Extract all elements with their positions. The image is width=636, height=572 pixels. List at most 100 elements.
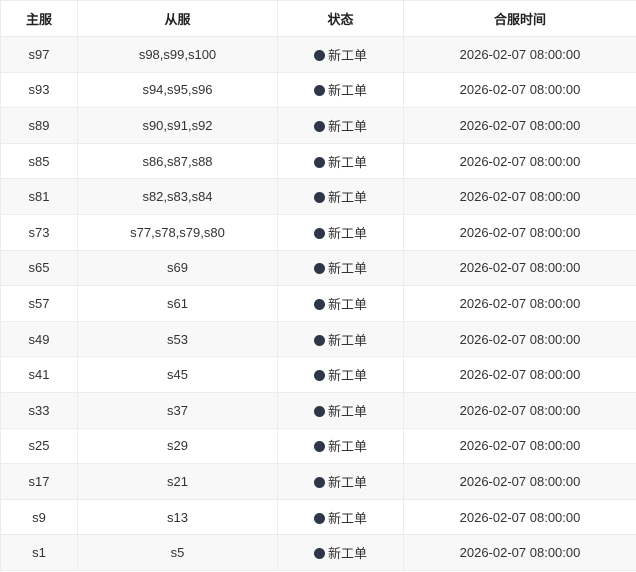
status-text: 新工单 [327, 332, 367, 348]
merge-time-cell: 2026-02-07 08:00:00 [403, 391, 636, 429]
table-row[interactable]: s85 s86,s87,s88 新工单 2026-02-07 08:00:00 [0, 142, 636, 180]
merge-time-cell: 2026-02-07 08:00:00 [403, 320, 636, 358]
sub-servers-cell: s21 [77, 463, 278, 500]
sub-servers-cell: s45 [77, 356, 278, 393]
status-text: 新工单 [327, 154, 367, 170]
main-server-cell: s9 [0, 498, 78, 536]
status-text: 新工单 [327, 474, 367, 490]
merge-time-cell: 2026-02-07 08:00:00 [403, 427, 636, 465]
merge-time-cell: 2026-02-07 08:00:00 [403, 356, 636, 393]
status-dot-icon [313, 334, 325, 346]
status-cell: 新工单 [277, 142, 404, 180]
merge-time-cell: 2026-02-07 08:00:00 [403, 249, 636, 287]
table-row[interactable]: s65 s69 新工单 2026-02-07 08:00:00 [0, 249, 636, 287]
main-server-cell: s73 [0, 213, 78, 251]
status-text: 新工单 [327, 510, 367, 526]
sub-servers-cell: s69 [77, 249, 278, 287]
status-text: 新工单 [327, 261, 367, 277]
status-dot-icon [313, 49, 325, 61]
sub-servers-cell: s86,s87,s88 [77, 142, 278, 180]
status-dot-icon [313, 192, 325, 204]
status-dot-icon [313, 85, 325, 97]
status-cell: 新工单 [277, 107, 404, 144]
status-dot-icon [313, 405, 325, 417]
table-row[interactable]: s93 s94,s95,s96 新工单 2026-02-07 08:00:00 [0, 71, 636, 109]
table-header-row: 主服 从服 状态 合服时间 [0, 0, 636, 37]
status-dot-icon [313, 512, 325, 524]
main-server-cell: s97 [0, 36, 78, 73]
status-dot-icon [313, 298, 325, 310]
table-row[interactable]: s81 s82,s83,s84 新工单 2026-02-07 08:00:00 [0, 178, 636, 215]
status-text: 新工单 [327, 118, 367, 134]
status-cell: 新工单 [277, 534, 404, 571]
sub-servers-cell: s61 [77, 285, 278, 322]
merge-time-cell: 2026-02-07 08:00:00 [403, 498, 636, 536]
status-cell: 新工单 [277, 463, 404, 500]
status-dot-icon [313, 370, 325, 382]
header-main-server[interactable]: 主服 [0, 0, 78, 37]
table-row[interactable]: s25 s29 新工单 2026-02-07 08:00:00 [0, 427, 636, 465]
status-cell: 新工单 [277, 285, 404, 322]
sub-servers-cell: s37 [77, 391, 278, 429]
status-dot-icon [313, 156, 325, 168]
status-text: 新工单 [327, 225, 367, 241]
table-row[interactable]: s1 s5 新工单 2026-02-07 08:00:00 [0, 534, 636, 571]
merge-time-cell: 2026-02-07 08:00:00 [403, 463, 636, 500]
merge-time-cell: 2026-02-07 08:00:00 [403, 142, 636, 180]
sub-servers-cell: s13 [77, 498, 278, 536]
main-server-cell: s49 [0, 320, 78, 358]
merge-time-cell: 2026-02-07 08:00:00 [403, 107, 636, 144]
status-cell: 新工单 [277, 178, 404, 215]
status-text: 新工单 [327, 403, 367, 419]
merge-time-cell: 2026-02-07 08:00:00 [403, 178, 636, 215]
status-cell: 新工单 [277, 36, 404, 73]
main-server-cell: s25 [0, 427, 78, 465]
status-text: 新工单 [327, 439, 367, 455]
table-row[interactable]: s17 s21 新工单 2026-02-07 08:00:00 [0, 463, 636, 500]
sub-servers-cell: s53 [77, 320, 278, 358]
status-cell: 新工单 [277, 71, 404, 109]
status-dot-icon [313, 263, 325, 275]
main-server-cell: s41 [0, 356, 78, 393]
main-server-cell: s89 [0, 107, 78, 144]
table-row[interactable]: s49 s53 新工单 2026-02-07 08:00:00 [0, 320, 636, 358]
table-row[interactable]: s9 s13 新工单 2026-02-07 08:00:00 [0, 498, 636, 536]
status-text: 新工单 [327, 546, 367, 562]
table-row[interactable]: s73 s77,s78,s79,s80 新工单 2026-02-07 08:00… [0, 213, 636, 251]
status-dot-icon [313, 120, 325, 132]
header-sub-servers[interactable]: 从服 [77, 0, 278, 37]
status-cell: 新工单 [277, 498, 404, 536]
sub-servers-cell: s94,s95,s96 [77, 71, 278, 109]
status-cell: 新工单 [277, 320, 404, 358]
sub-servers-cell: s5 [77, 534, 278, 571]
merge-time-cell: 2026-02-07 08:00:00 [403, 534, 636, 571]
merge-time-cell: 2026-02-07 08:00:00 [403, 36, 636, 73]
table-row[interactable]: s89 s90,s91,s92 新工单 2026-02-07 08:00:00 [0, 107, 636, 144]
status-text: 新工单 [327, 190, 367, 206]
main-server-cell: s1 [0, 534, 78, 571]
merge-time-cell: 2026-02-07 08:00:00 [403, 285, 636, 322]
merge-time-cell: 2026-02-07 08:00:00 [403, 71, 636, 109]
main-server-cell: s93 [0, 71, 78, 109]
header-status[interactable]: 状态 [277, 0, 404, 37]
status-cell: 新工单 [277, 427, 404, 465]
main-server-cell: s33 [0, 391, 78, 429]
status-dot-icon [313, 441, 325, 453]
status-text: 新工单 [327, 368, 367, 384]
sub-servers-cell: s98,s99,s100 [77, 36, 278, 73]
table-row[interactable]: s57 s61 新工单 2026-02-07 08:00:00 [0, 285, 636, 322]
status-text: 新工单 [327, 47, 367, 63]
sub-servers-cell: s29 [77, 427, 278, 465]
status-cell: 新工单 [277, 249, 404, 287]
main-server-cell: s57 [0, 285, 78, 322]
sub-servers-cell: s82,s83,s84 [77, 178, 278, 215]
header-merge-time[interactable]: 合服时间 [403, 0, 636, 37]
table-row[interactable]: s41 s45 新工单 2026-02-07 08:00:00 [0, 356, 636, 393]
status-text: 新工单 [327, 296, 367, 312]
status-text: 新工单 [327, 83, 367, 99]
table-row[interactable]: s33 s37 新工单 2026-02-07 08:00:00 [0, 391, 636, 429]
table-row[interactable]: s97 s98,s99,s100 新工单 2026-02-07 08:00:00 [0, 36, 636, 73]
main-server-cell: s17 [0, 463, 78, 500]
main-server-cell: s65 [0, 249, 78, 287]
